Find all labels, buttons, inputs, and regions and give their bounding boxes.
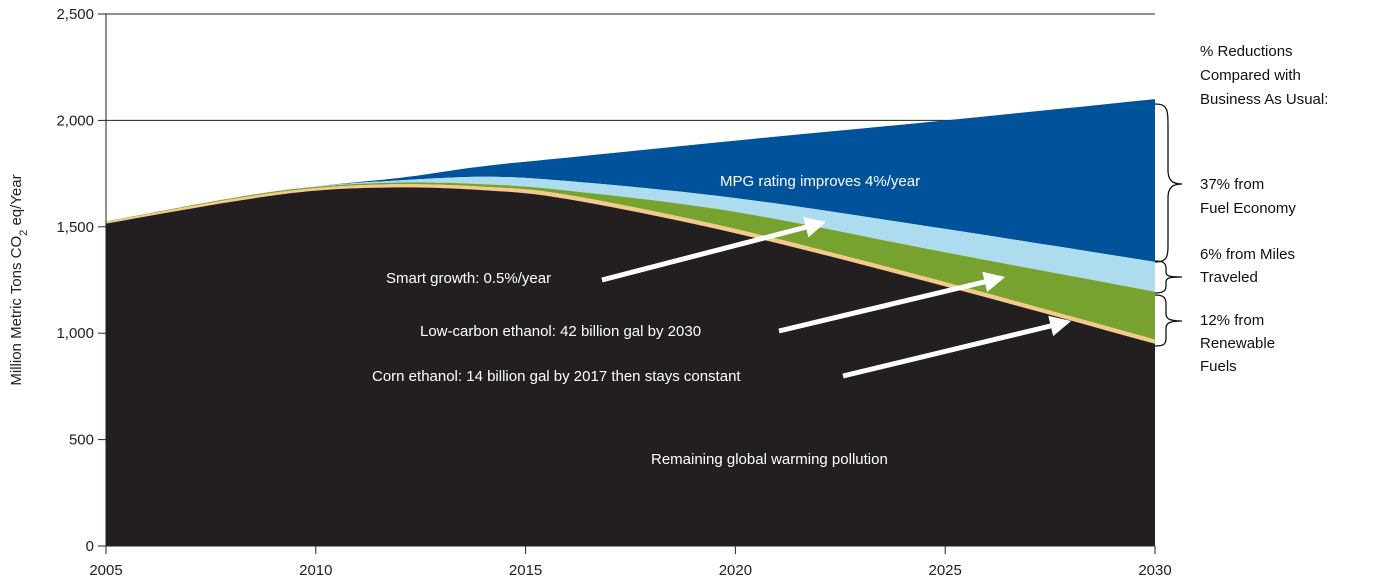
corn-ethanol-annotation: Corn ethanol: 14 billion gal by 2017 the… <box>372 368 741 385</box>
y-axis-label: Million Metric Tons CO2 eq/Year <box>8 174 30 385</box>
y-tick-label: 1,000 <box>56 325 94 342</box>
annotation-arrows <box>601 217 1072 379</box>
area-series <box>106 99 1155 546</box>
annotations: MPG rating improves 4%/year Smart growth… <box>372 173 920 468</box>
reductions-header-line-2: Compared with <box>1200 67 1301 84</box>
area-mpg <box>106 99 1155 262</box>
y-tick-label: 0 <box>86 538 94 555</box>
y-ticks: 0 500 1,000 1,500 2,000 2,500 <box>56 6 106 555</box>
area-smart <box>106 176 1155 292</box>
x-tick-label: 2010 <box>299 562 332 579</box>
x-tick-label: 2005 <box>89 562 122 579</box>
axes <box>105 14 1155 547</box>
y-tick-label: 2,500 <box>56 6 94 23</box>
area-lowcarbon <box>106 182 1155 340</box>
reductions-header: % Reductions Compared with Business As U… <box>1200 43 1328 108</box>
y-axis-label-suffix: eq/Year <box>8 174 25 229</box>
miles-traveled-label: 6% from Miles Traveled <box>1200 246 1299 286</box>
fuel-economy-label-line-2: Fuel Economy <box>1200 200 1296 217</box>
corn-ethanol-arrow <box>842 315 1072 379</box>
x-tick-label: 2030 <box>1138 562 1171 579</box>
miles-traveled-label-line-2: Traveled <box>1200 269 1258 286</box>
y-axis-label-subscript: 2 <box>18 230 30 236</box>
y-tick-label: 500 <box>69 432 94 449</box>
smart-growth-annotation: Smart growth: 0.5%/year <box>386 270 551 287</box>
reductions-header-line-3: Business As Usual: <box>1200 91 1328 108</box>
renewable-fuels-label-line-2: Renewable <box>1200 335 1275 352</box>
low-carbon-ethanol-annotation: Low-carbon ethanol: 42 billion gal by 20… <box>420 323 701 340</box>
mpg-annotation: MPG rating improves 4%/year <box>720 173 920 190</box>
grid-lines <box>106 13 1155 121</box>
low-carbon-ethanol-arrow <box>778 271 1006 334</box>
x-tick-label: 2020 <box>719 562 752 579</box>
x-tick-label: 2025 <box>929 562 962 579</box>
renewable-brace <box>1154 294 1183 347</box>
miles-traveled-label-line-1: 6% from Miles <box>1200 246 1295 263</box>
smart-growth-arrow <box>601 217 827 283</box>
reductions-header-line-1: % Reductions <box>1200 43 1293 60</box>
x-tick-label: 2015 <box>509 562 542 579</box>
renewable-fuels-label: 12% from Renewable Fuels <box>1200 312 1279 375</box>
miles-brace <box>1154 260 1183 294</box>
y-tick-label: 1,500 <box>56 219 94 236</box>
renewable-fuels-label-line-3: Fuels <box>1200 358 1237 375</box>
y-axis-label-prefix: Million Metric Tons CO <box>8 236 25 386</box>
fuel-economy-label-line-1: 37% from <box>1200 176 1264 193</box>
renewable-fuels-label-line-1: 12% from <box>1200 312 1264 329</box>
fuel-economy-brace <box>1154 103 1183 263</box>
area-remaining <box>106 187 1155 546</box>
side-labels: % Reductions Compared with Business As U… <box>1200 43 1328 375</box>
y-tick-label: 2,000 <box>56 112 94 129</box>
remaining-annotation: Remaining global warming pollution <box>651 451 888 468</box>
reduction-braces <box>1154 103 1183 347</box>
fuel-economy-label: 37% from Fuel Economy <box>1200 176 1296 217</box>
x-ticks: 2005 2010 2015 2020 2025 2030 <box>89 546 1172 579</box>
